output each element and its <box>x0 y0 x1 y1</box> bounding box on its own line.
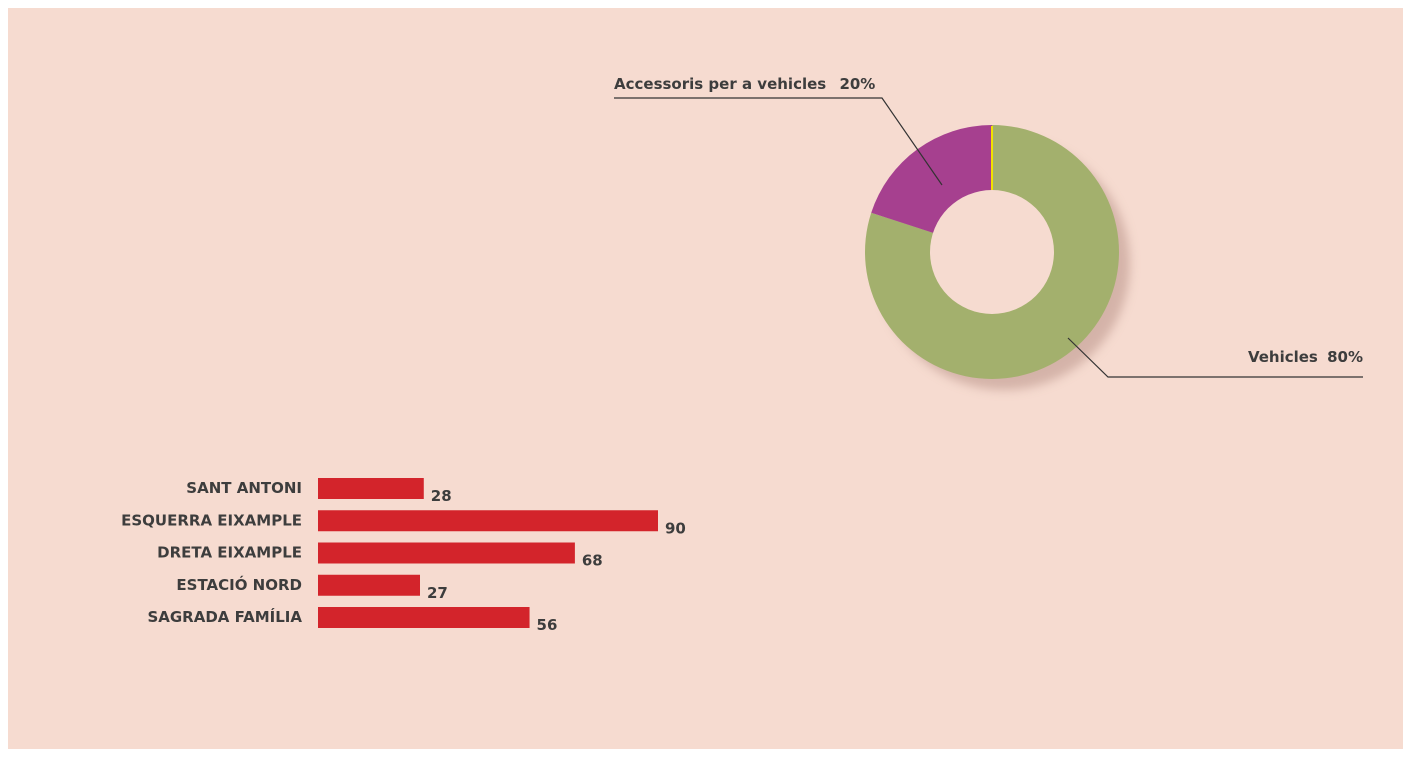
bar-dreta-eixample <box>318 542 575 564</box>
bar-esquerra-eixample <box>318 510 658 532</box>
leader-line-vehicles <box>1067 337 1363 378</box>
label-vehicles: Vehicles 80% <box>1248 348 1363 366</box>
bar-value-label: 28 <box>431 487 452 505</box>
bar-value-label: 68 <box>582 552 603 570</box>
donut-chart: Accessoris per a vehicles 20% Vehicles 8… <box>614 75 1363 390</box>
bar-category-label: ESTACIÓ NORD <box>176 575 302 594</box>
bar-sagrada-familia <box>318 607 530 628</box>
leader-line-accessoris <box>614 97 943 186</box>
bar-category-label: DRETA EIXAMPLE <box>157 544 302 562</box>
bar-chart: SANT ANTONI 28 ESQUERRA EIXAMPLE 90 DRETA EI… <box>121 478 686 634</box>
bar-value-label: 90 <box>665 519 686 537</box>
label-vehicles-value: 80% <box>1327 348 1363 366</box>
label-accessoris-value: 20% <box>839 75 875 93</box>
label-accessoris: Accessoris per a vehicles 20% <box>614 75 875 93</box>
bar-value-label: 27 <box>427 584 448 602</box>
label-vehicles-name: Vehicles <box>1248 348 1318 366</box>
bar-category-label: SANT ANTONI <box>186 479 302 497</box>
bar-category-label: ESQUERRA EIXAMPLE <box>121 511 302 529</box>
label-accessoris-name: Accessoris per a vehicles <box>614 75 826 93</box>
chart-panel <box>8 8 1403 749</box>
bar-value-label: 56 <box>537 616 558 634</box>
donut-hole <box>930 190 1054 314</box>
bar-estacio-nord <box>318 574 420 596</box>
bar-category-label: SAGRADA FAMÍLIA <box>147 607 302 626</box>
bar-sant-antoni <box>318 478 424 499</box>
